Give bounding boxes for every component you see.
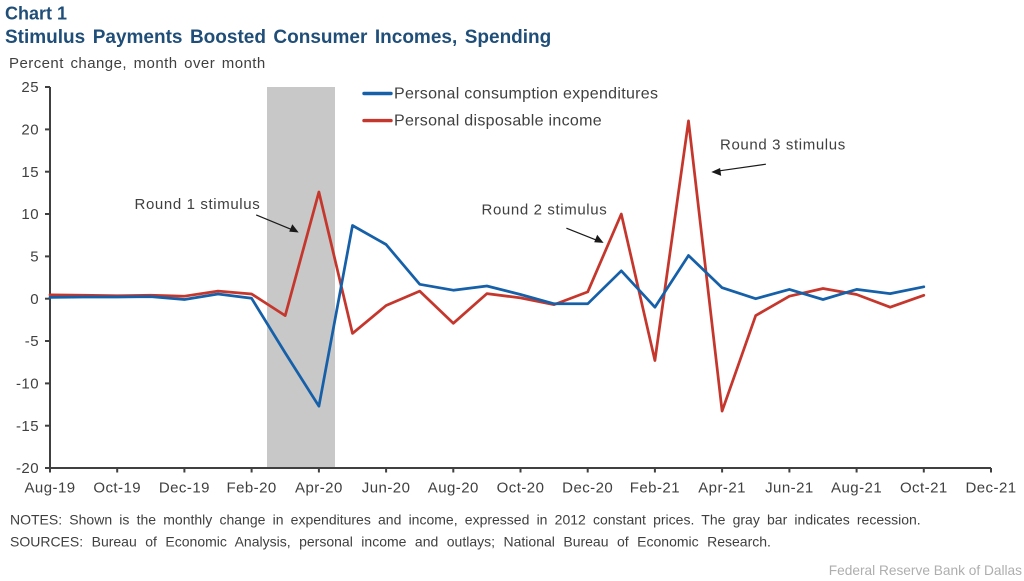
svg-text:20: 20 — [21, 122, 39, 139]
svg-text:-10: -10 — [16, 376, 39, 393]
svg-text:Stimulus Payments Boosted Cons: Stimulus Payments Boosted Consumer Incom… — [5, 27, 551, 48]
svg-text:Aug-21: Aug-21 — [831, 479, 882, 496]
svg-text:Personal consumption expenditu: Personal consumption expenditures — [394, 85, 658, 102]
svg-text:Aug-19: Aug-19 — [24, 479, 75, 496]
svg-text:Round 2 stimulus: Round 2 stimulus — [482, 202, 608, 219]
svg-text:5: 5 — [30, 249, 39, 266]
svg-text:Dec-20: Dec-20 — [562, 479, 613, 496]
svg-text:Round 1 stimulus: Round 1 stimulus — [135, 196, 261, 213]
svg-text:SOURCES: Bureau of Economic An: SOURCES: Bureau of Economic Analysis, pe… — [10, 533, 771, 549]
svg-text:Feb-20: Feb-20 — [226, 479, 276, 496]
svg-text:Percent change, month over mon: Percent change, month over month — [9, 55, 266, 72]
svg-text:Dec-21: Dec-21 — [965, 479, 1016, 496]
svg-text:0: 0 — [30, 291, 39, 308]
svg-text:Dec-19: Dec-19 — [159, 479, 210, 496]
svg-text:Personal disposable income: Personal disposable income — [394, 112, 602, 129]
svg-text:Jun-20: Jun-20 — [362, 479, 411, 496]
svg-text:Oct-19: Oct-19 — [93, 479, 141, 496]
svg-text:-5: -5 — [25, 333, 39, 350]
svg-text:Feb-21: Feb-21 — [630, 479, 680, 496]
svg-text:Oct-20: Oct-20 — [497, 479, 545, 496]
svg-text:10: 10 — [21, 206, 39, 223]
svg-text:-15: -15 — [16, 418, 39, 435]
svg-text:Apr-20: Apr-20 — [295, 479, 343, 496]
svg-text:Aug-20: Aug-20 — [428, 479, 479, 496]
svg-text:Chart 1: Chart 1 — [5, 4, 67, 24]
svg-text:Jun-21: Jun-21 — [765, 479, 814, 496]
svg-text:-20: -20 — [16, 460, 39, 477]
svg-text:Round 3 stimulus: Round 3 stimulus — [720, 137, 846, 154]
svg-text:Oct-21: Oct-21 — [900, 479, 948, 496]
svg-text:15: 15 — [21, 164, 39, 181]
svg-text:25: 25 — [21, 79, 39, 96]
svg-text:Federal Reserve Bank of Dallas: Federal Reserve Bank of Dallas — [829, 563, 1022, 578]
svg-text:Apr-21: Apr-21 — [698, 479, 746, 496]
svg-text:NOTES: Shown is the monthly ch: NOTES: Shown is the monthly change in ex… — [10, 512, 921, 528]
